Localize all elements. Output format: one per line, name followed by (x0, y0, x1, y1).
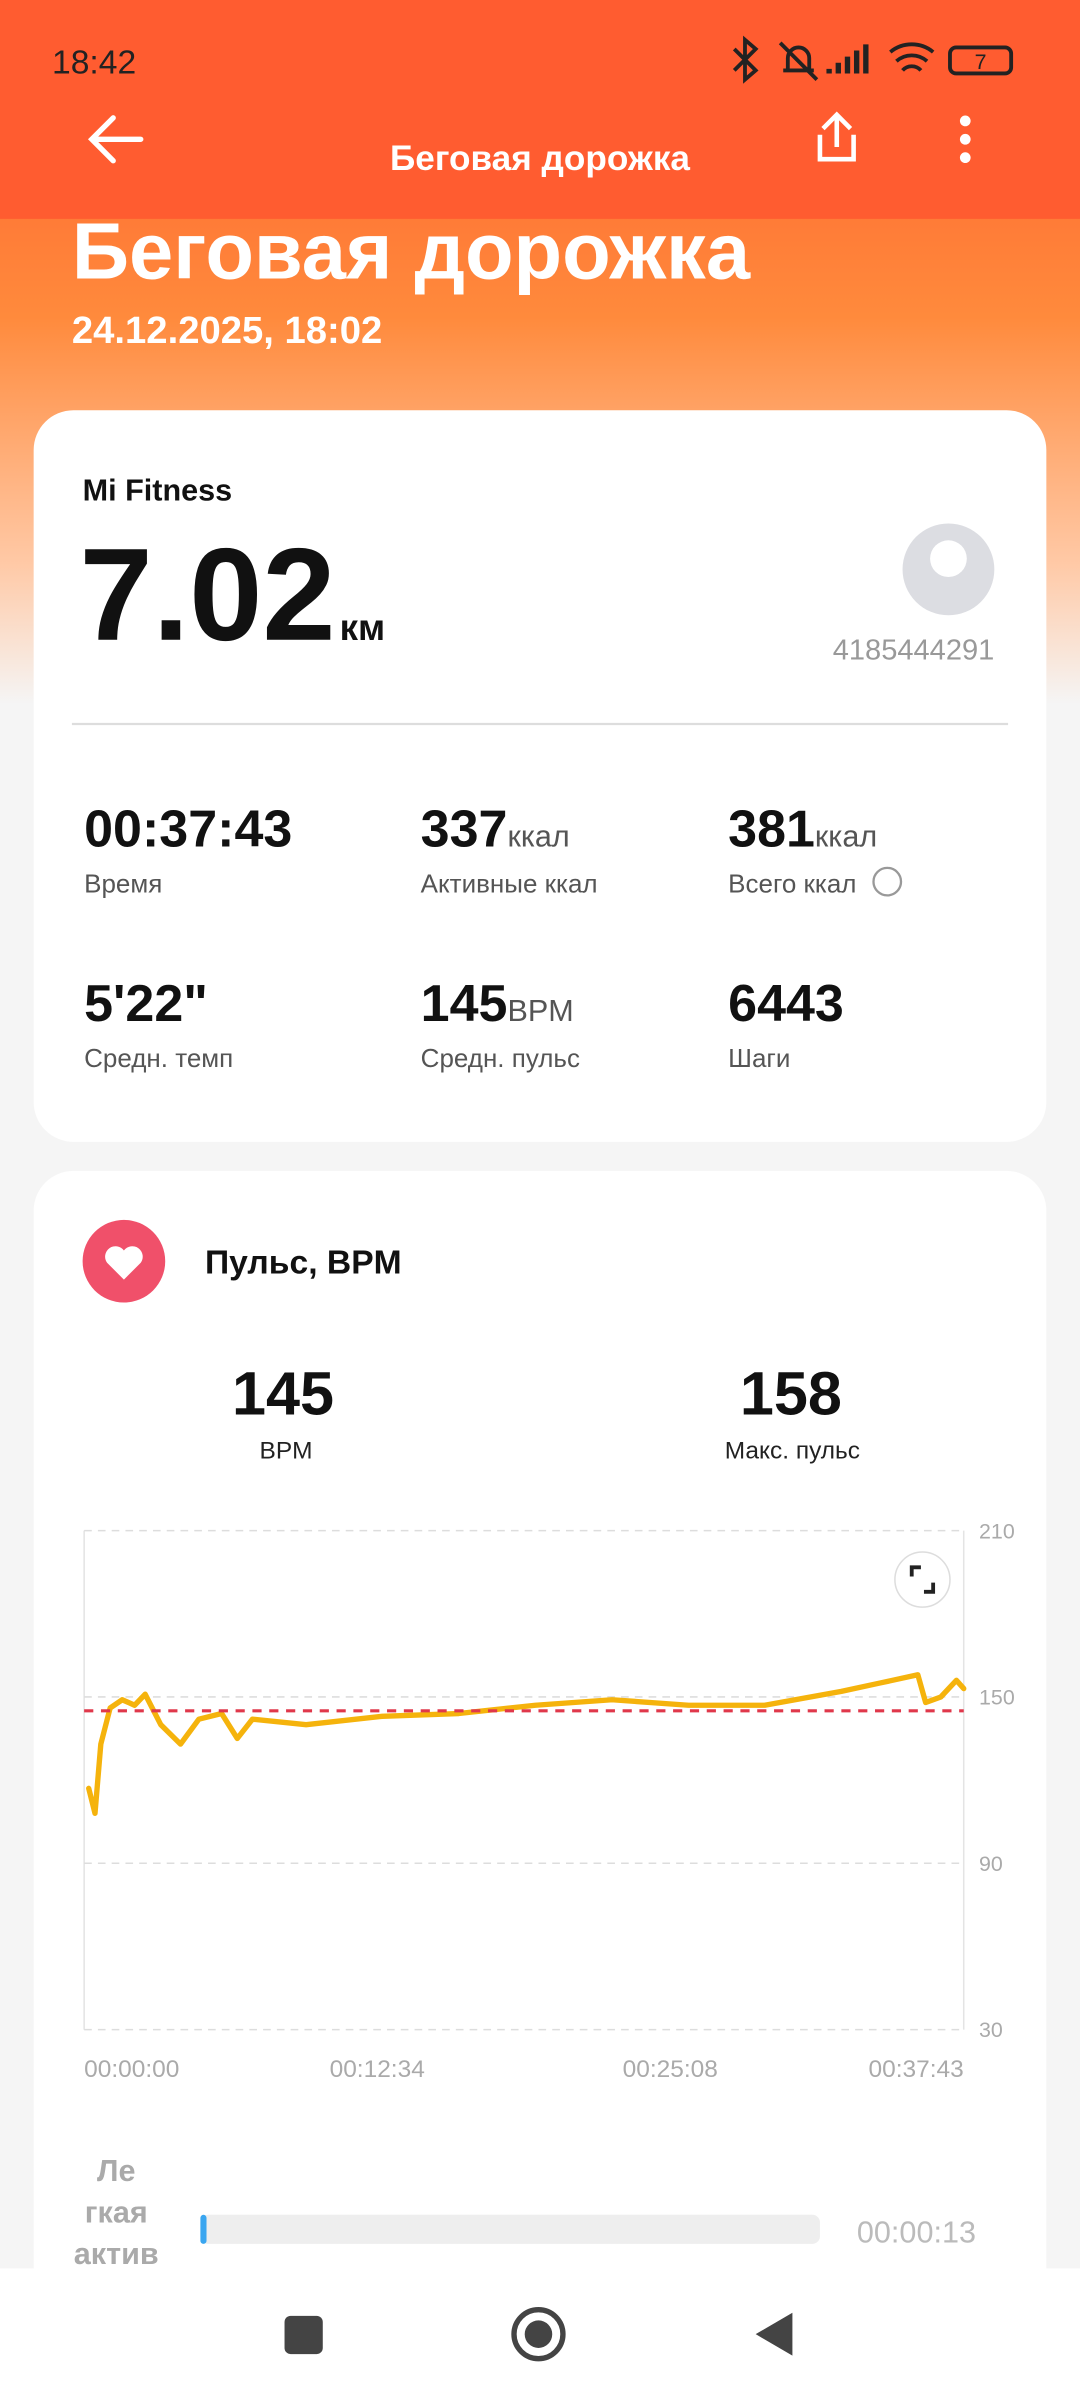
battery-level: 7 (975, 50, 987, 74)
stat-value: 381ккал (728, 800, 877, 858)
stat-label: Средн. пульс (421, 1043, 580, 1073)
hero-date: 24.12.2025, 18:02 (72, 309, 382, 352)
app-bar (0, 0, 1080, 219)
heart-card (33, 1170, 1047, 2335)
status-icons (732, 35, 1014, 84)
max-bpm-label: Макс. пульс (725, 1438, 860, 1465)
zone-label: актив (74, 2237, 159, 2271)
stat-value: 00:37:43 (84, 800, 292, 858)
stat-label: Средн. темп (84, 1043, 233, 1073)
stat-number: 337 (421, 800, 508, 858)
stat-label: Шаги (728, 1043, 790, 1073)
zone-label: гкая (85, 2195, 148, 2229)
stat-unit: ккал (815, 819, 877, 853)
x-tick-label: 00:12:34 (330, 2056, 425, 2083)
info-icon[interactable] (872, 866, 903, 897)
zone-track (200, 2214, 820, 2244)
stat-unit: ккал (507, 819, 569, 853)
summary-card (33, 410, 1047, 1142)
x-tick-label: 00:25:08 (623, 2056, 718, 2083)
zone-fill (200, 2214, 207, 2244)
expand-button[interactable] (894, 1551, 951, 1608)
heart-rate-line (86, 1672, 967, 1816)
stat-label: Всего ккал (728, 868, 856, 898)
stat-number: 00:37:43 (84, 800, 292, 858)
y-tick-label: 210 (979, 1519, 1015, 1543)
max-bpm: 158 (740, 1359, 842, 1427)
user-id: 4185444291 (833, 635, 995, 667)
stat-value: 6443 (728, 975, 844, 1033)
nav-home-dot (524, 2320, 553, 2348)
x-tick-label: 00:00:00 (84, 2056, 179, 2083)
heart-icon (105, 1246, 143, 1280)
stat-number: 381 (728, 800, 815, 858)
stat-number: 6443 (728, 975, 844, 1033)
stat-value: 5'22" (84, 975, 208, 1033)
stat-number: 145 (421, 975, 508, 1033)
expand-icon (909, 1565, 936, 1594)
x-tick-label: 00:37:43 (869, 2056, 964, 2083)
source: Mi Fitness (83, 474, 233, 508)
heart-title: Пульс, BPM (205, 1244, 402, 1281)
app-bar-title: Беговая дорожка (390, 139, 690, 178)
stat-number: 5'22" (84, 975, 208, 1033)
zone-row: Ле гкая актив (74, 2154, 159, 2271)
avg-bpm-label: BPM (260, 1438, 313, 1465)
stat-value: 145BPM (421, 975, 574, 1033)
stat-unit: BPM (507, 994, 573, 1028)
more-button[interactable] (959, 115, 971, 164)
stat-label: Время (84, 868, 162, 898)
nav-home[interactable] (511, 2307, 566, 2362)
stat-label: Активные ккал (421, 868, 598, 898)
y-tick-label: 150 (979, 1686, 1015, 1710)
share-button[interactable] (817, 111, 856, 162)
avatar-head (930, 540, 967, 578)
nav-recents[interactable] (284, 2315, 323, 2355)
avg-bpm: 145 (232, 1359, 334, 1427)
y-tick-label: 90 (979, 1852, 1003, 1876)
distance-unit: км (340, 607, 386, 648)
distance: 7.02 (80, 521, 336, 668)
hero-title: Беговая дорожка (72, 207, 751, 296)
y-tick-label: 30 (979, 2018, 1003, 2042)
zone-time: 00:00:13 (857, 2215, 976, 2249)
status-time: 18:42 (52, 44, 136, 81)
heart-chart: 30 90 150 210 00:00:00 00:12:34 00:25:08 00:37:… (83, 1519, 1015, 2083)
stat-value: 337ккал (421, 800, 570, 858)
back-button[interactable] (87, 115, 144, 164)
zone-label: Ле (97, 2154, 135, 2188)
nav-back[interactable] (755, 2312, 793, 2356)
